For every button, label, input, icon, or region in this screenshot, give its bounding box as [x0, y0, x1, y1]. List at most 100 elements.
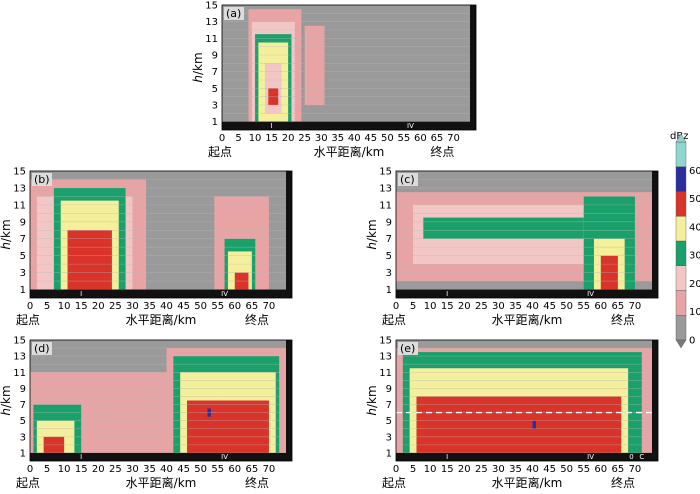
y-tick-label: 5	[386, 416, 392, 427]
y-axis-label: h/km	[191, 52, 205, 82]
x-tick-label: 10	[58, 301, 71, 312]
panel-label-box	[398, 173, 418, 186]
colorbar-tick-label: 50	[689, 194, 700, 205]
colorbar-top-arrow	[675, 133, 687, 143]
x-axis-label: 水平距离/km	[314, 144, 385, 159]
station-marker: C	[639, 453, 644, 461]
x-axis-label: 水平距离/km	[126, 312, 197, 327]
x-tick-label: 25	[475, 301, 488, 312]
x-tick-label: 65	[431, 133, 444, 144]
x-tick-label: 5	[44, 464, 50, 475]
x-tick-label: 70	[263, 464, 276, 475]
x-tick-label: 0	[27, 464, 33, 475]
y-tick-label: 1	[20, 285, 26, 296]
y-tick-label: 13	[379, 183, 392, 194]
station-marker: IV	[221, 453, 228, 461]
x-tick-label: 45	[177, 464, 190, 475]
edge-bar	[286, 171, 292, 298]
colorbar-band	[675, 166, 687, 192]
x-tick-label: 35	[509, 464, 522, 475]
x-tick-label: 10	[58, 464, 71, 475]
x-tick-label: 20	[92, 301, 105, 312]
y-tick-label: 7	[386, 234, 392, 245]
colorbar: dBz0102030405060	[670, 131, 700, 349]
start-label: 起点	[382, 476, 406, 490]
y-tick-label: 3	[20, 432, 26, 443]
x-tick-label: 50	[194, 464, 207, 475]
y-tick-label: 15	[13, 336, 26, 347]
y-axis-label-h: h	[0, 242, 13, 250]
x-tick-label: 20	[282, 133, 295, 144]
x-tick-label: 5	[44, 301, 50, 312]
x-tick-label: 65	[611, 301, 624, 312]
y-axis-label-unit: /km	[191, 52, 205, 75]
y-tick-label: 9	[386, 384, 392, 395]
y-axis-label-h: h	[365, 408, 379, 416]
x-tick-label: 35	[509, 301, 522, 312]
x-tick-label: 45	[177, 301, 190, 312]
y-tick-label: 3	[20, 268, 26, 279]
y-tick-label: 1	[212, 117, 218, 128]
edge-bar	[470, 5, 476, 130]
y-tick-label: 3	[386, 432, 392, 443]
station-marker: I	[80, 290, 82, 298]
x-tick-label: 25	[475, 464, 488, 475]
x-tick-label: 20	[92, 464, 105, 475]
y-tick-label: 13	[13, 352, 26, 363]
panel-label: (d)	[34, 342, 50, 355]
y-tick-label: 9	[212, 51, 218, 62]
panel-label: (b)	[34, 173, 50, 186]
y-tick-label: 3	[212, 101, 218, 112]
x-axis-label: 水平距离/km	[492, 475, 563, 490]
x-tick-label: 25	[298, 133, 311, 144]
x-tick-label: 45	[543, 464, 556, 475]
y-axis-label: h/km	[0, 219, 13, 249]
colorbar-band	[675, 290, 687, 316]
y-tick-label: 5	[20, 251, 26, 262]
x-tick-label: 65	[611, 464, 624, 475]
y-axis-label-unit: /km	[365, 219, 379, 242]
x-tick-label: 0	[393, 301, 399, 312]
ground-bar	[396, 289, 652, 298]
ground-bar	[222, 121, 470, 130]
colorbar-band	[675, 240, 687, 266]
x-tick-label: 5	[410, 464, 416, 475]
y-axis-label-h: h	[365, 242, 379, 250]
x-tick-label: 40	[160, 301, 173, 312]
x-tick-label: 50	[560, 464, 573, 475]
station-marker: IV	[587, 290, 594, 298]
y-tick-label: 13	[205, 17, 218, 28]
x-tick-label: 20	[458, 464, 471, 475]
x-tick-label: 10	[424, 301, 437, 312]
y-axis-label-h: h	[191, 75, 205, 83]
plot-frame	[395, 339, 659, 462]
end-label: 终点	[430, 144, 454, 159]
y-tick-label: 15	[205, 1, 218, 12]
x-tick-label: 40	[160, 464, 173, 475]
x-tick-label: 35	[143, 301, 156, 312]
reflectivity-cell	[416, 396, 622, 453]
colorbar-tick-label: 60	[689, 166, 700, 177]
y-tick-label: 5	[386, 251, 392, 262]
panel-label-box	[32, 173, 52, 186]
y-axis-label-h: h	[0, 408, 13, 416]
panel-label: (e)	[400, 342, 415, 355]
y-tick-label: 1	[20, 448, 26, 459]
y-tick-label: 3	[386, 268, 392, 279]
x-tick-label: 15	[75, 301, 88, 312]
y-tick-label: 5	[212, 84, 218, 95]
y-tick-label: 15	[379, 336, 392, 347]
x-tick-label: 20	[458, 301, 471, 312]
end-label: 终点	[245, 475, 269, 490]
y-tick-label: 11	[13, 368, 26, 379]
plot-frame	[29, 339, 293, 462]
y-axis-label: h/km	[0, 385, 13, 415]
edge-bar	[286, 340, 292, 461]
end-label: 终点	[611, 475, 635, 490]
colorbar-band	[675, 216, 687, 242]
ground-bar	[30, 452, 286, 461]
reflectivity-cell	[187, 400, 269, 453]
start-label: 起点	[208, 145, 232, 159]
